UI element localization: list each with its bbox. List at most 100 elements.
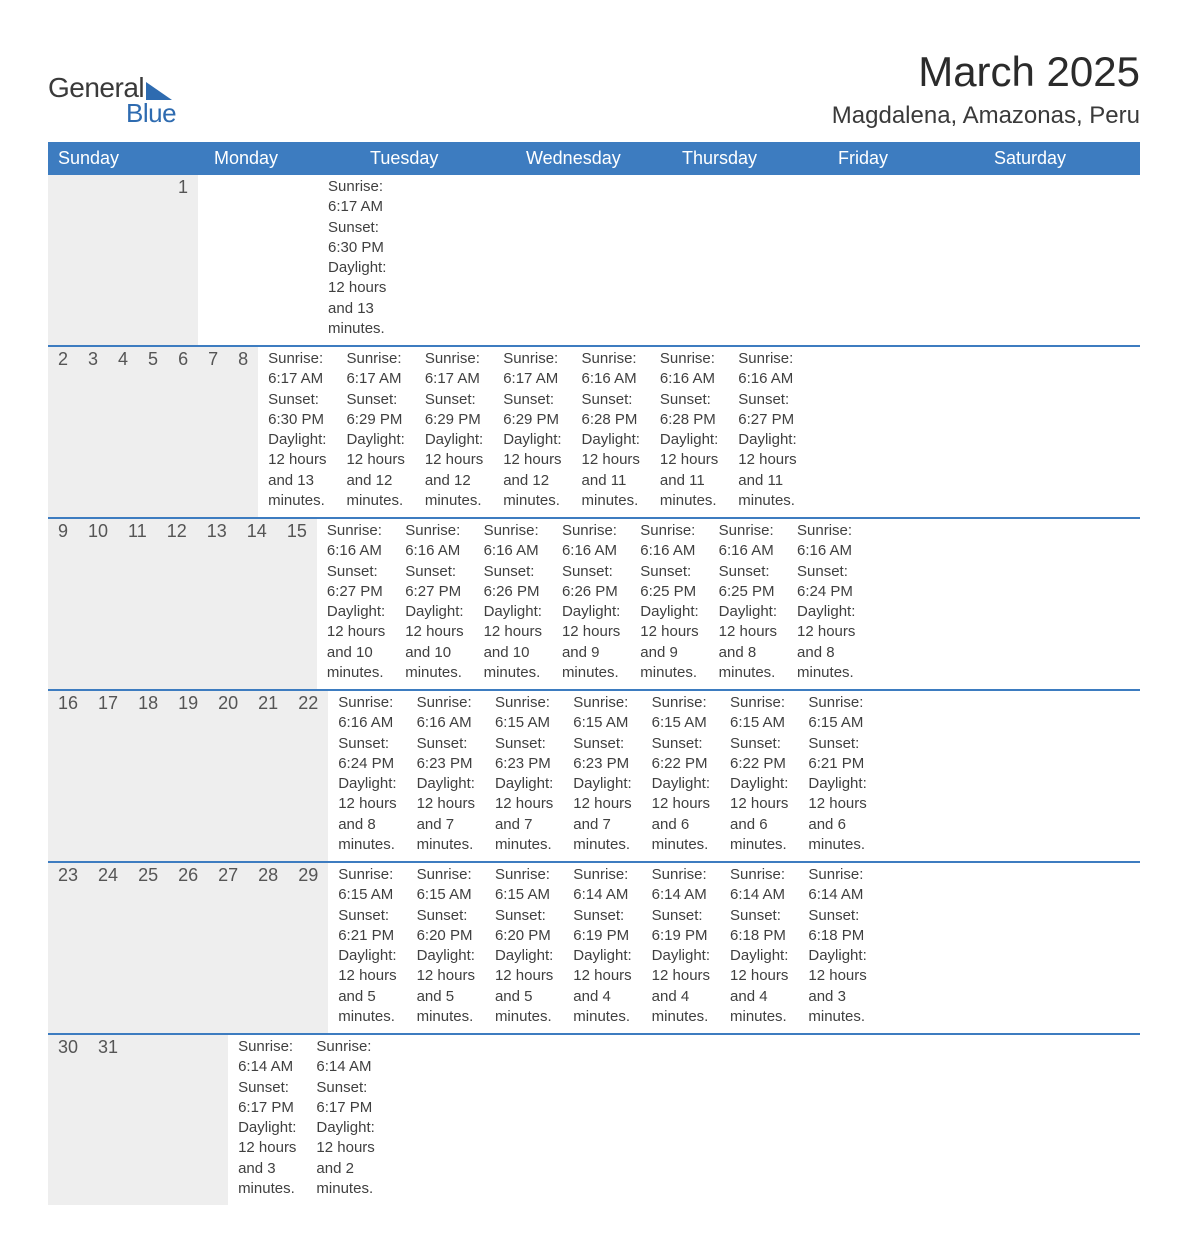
- day-details: Sunrise: 6:15 AMSunset: 6:22 PMDaylight:…: [720, 691, 798, 861]
- month-title: March 2025: [832, 48, 1140, 96]
- daynum-strip: 9101112131415: [48, 519, 317, 689]
- day-daylight2: and 7 minutes.: [417, 815, 475, 856]
- day-sunrise: Sunrise: 6:16 AM: [562, 521, 620, 562]
- week-row: 3031Sunrise: 6:14 AMSunset: 6:17 PMDayli…: [48, 1035, 1140, 1205]
- weekday-header: Monday: [204, 142, 360, 175]
- day-number: 27: [208, 863, 248, 1033]
- details-strip: Sunrise: 6:16 AMSunset: 6:27 PMDaylight:…: [317, 519, 866, 689]
- daynum-strip: 1: [48, 175, 198, 345]
- day-daylight2: and 4 minutes.: [573, 987, 631, 1028]
- day-details: Sunrise: 6:15 AMSunset: 6:21 PMDaylight:…: [798, 691, 876, 861]
- day-details: Sunrise: 6:17 AMSunset: 6:30 PMDaylight:…: [258, 347, 336, 517]
- week-row: 1Sunrise: 6:17 AMSunset: 6:30 PMDaylight…: [48, 175, 1140, 347]
- day-number: 4: [108, 347, 138, 517]
- day-daylight1: Daylight: 12 hours: [503, 430, 561, 471]
- day-number: [148, 175, 168, 345]
- day-daylight2: and 10 minutes.: [327, 643, 385, 684]
- day-daylight1: Daylight: 12 hours: [346, 430, 404, 471]
- day-sunrise: Sunrise: 6:16 AM: [484, 521, 542, 562]
- day-daylight1: Daylight: 12 hours: [417, 946, 475, 987]
- day-daylight1: Daylight: 12 hours: [495, 774, 553, 815]
- day-sunset: Sunset: 6:21 PM: [338, 906, 396, 947]
- day-details: Sunrise: 6:16 AMSunset: 6:27 PMDaylight:…: [728, 347, 806, 517]
- day-daylight2: and 13 minutes.: [328, 299, 386, 340]
- day-sunrise: Sunrise: 6:17 AM: [268, 349, 326, 390]
- day-number: [148, 1035, 168, 1205]
- day-details: [278, 175, 298, 345]
- day-number: 29: [288, 863, 328, 1033]
- day-sunrise: Sunrise: 6:14 AM: [573, 865, 631, 906]
- weekday-header: Wednesday: [516, 142, 672, 175]
- day-number: 14: [237, 519, 277, 689]
- weekday-header: Saturday: [984, 142, 1140, 175]
- day-daylight2: and 12 minutes.: [346, 471, 404, 512]
- day-sunset: Sunset: 6:30 PM: [268, 390, 326, 431]
- day-sunset: Sunset: 6:30 PM: [328, 218, 386, 259]
- day-number: 31: [88, 1035, 128, 1205]
- day-daylight1: Daylight: 12 hours: [652, 774, 710, 815]
- brand-name-part2: Blue: [126, 98, 176, 129]
- title-block: March 2025 Magdalena, Amazonas, Peru: [832, 48, 1140, 130]
- day-daylight2: and 8 minutes.: [338, 815, 396, 856]
- week-row: 16171819202122Sunrise: 6:16 AMSunset: 6:…: [48, 691, 1140, 863]
- day-sunset: Sunset: 6:17 PM: [238, 1078, 296, 1119]
- daynum-strip: 16171819202122: [48, 691, 328, 861]
- weekday-header: Thursday: [672, 142, 828, 175]
- day-sunrise: Sunrise: 6:15 AM: [338, 865, 396, 906]
- details-strip: Sunrise: 6:17 AMSunset: 6:30 PMDaylight:…: [198, 175, 396, 345]
- day-details: [465, 1035, 485, 1205]
- day-details: Sunrise: 6:15 AMSunset: 6:23 PMDaylight:…: [485, 691, 563, 861]
- day-sunset: Sunset: 6:29 PM: [425, 390, 483, 431]
- brand-logo: General Blue: [48, 48, 176, 129]
- week-row: 9101112131415Sunrise: 6:16 AMSunset: 6:2…: [48, 519, 1140, 691]
- day-daylight1: Daylight: 12 hours: [238, 1118, 296, 1159]
- day-details: Sunrise: 6:16 AMSunset: 6:27 PMDaylight:…: [395, 519, 473, 689]
- day-daylight1: Daylight: 12 hours: [417, 774, 475, 815]
- day-details: Sunrise: 6:16 AMSunset: 6:28 PMDaylight:…: [572, 347, 650, 517]
- day-sunrise: Sunrise: 6:16 AM: [338, 693, 396, 734]
- daynum-strip: 2345678: [48, 347, 258, 517]
- day-details: [258, 175, 278, 345]
- day-daylight2: and 9 minutes.: [640, 643, 698, 684]
- week-row: 23242526272829Sunrise: 6:15 AMSunset: 6:…: [48, 863, 1140, 1035]
- day-sunset: Sunset: 6:25 PM: [719, 562, 777, 603]
- day-sunset: Sunset: 6:26 PM: [484, 562, 542, 603]
- day-sunrise: Sunrise: 6:16 AM: [405, 521, 463, 562]
- header: General Blue March 2025 Magdalena, Amazo…: [48, 48, 1140, 130]
- day-sunset: Sunset: 6:28 PM: [582, 390, 640, 431]
- day-daylight2: and 3 minutes.: [808, 987, 866, 1028]
- day-number: [88, 175, 108, 345]
- day-daylight1: Daylight: 12 hours: [808, 946, 866, 987]
- day-sunset: Sunset: 6:29 PM: [503, 390, 561, 431]
- week-row: 2345678Sunrise: 6:17 AMSunset: 6:30 PMDa…: [48, 347, 1140, 519]
- day-details: Sunrise: 6:15 AMSunset: 6:20 PMDaylight:…: [485, 863, 563, 1033]
- day-sunset: Sunset: 6:23 PM: [417, 734, 475, 775]
- day-sunrise: Sunrise: 6:17 AM: [425, 349, 483, 390]
- day-number: 13: [197, 519, 237, 689]
- day-daylight2: and 6 minutes.: [808, 815, 866, 856]
- day-details: [218, 175, 238, 345]
- calendar-table: Sunday Monday Tuesday Wednesday Thursday…: [48, 142, 1140, 1205]
- day-number: 30: [48, 1035, 88, 1205]
- day-sunset: Sunset: 6:26 PM: [562, 562, 620, 603]
- day-sunrise: Sunrise: 6:14 AM: [808, 865, 866, 906]
- day-details: Sunrise: 6:16 AMSunset: 6:23 PMDaylight:…: [407, 691, 485, 861]
- day-sunset: Sunset: 6:19 PM: [573, 906, 631, 947]
- day-sunrise: Sunrise: 6:15 AM: [495, 693, 553, 734]
- day-sunrise: Sunrise: 6:15 AM: [495, 865, 553, 906]
- day-sunset: Sunset: 6:25 PM: [640, 562, 698, 603]
- weekday-header: Friday: [828, 142, 984, 175]
- details-strip: Sunrise: 6:17 AMSunset: 6:30 PMDaylight:…: [258, 347, 807, 517]
- day-number: 26: [168, 863, 208, 1033]
- day-number: 18: [128, 691, 168, 861]
- day-daylight1: Daylight: 12 hours: [730, 946, 788, 987]
- day-sunset: Sunset: 6:23 PM: [573, 734, 631, 775]
- day-daylight1: Daylight: 12 hours: [405, 602, 463, 643]
- day-sunrise: Sunrise: 6:14 AM: [730, 865, 788, 906]
- day-sunset: Sunset: 6:17 PM: [316, 1078, 374, 1119]
- day-number: 21: [248, 691, 288, 861]
- day-daylight2: and 4 minutes.: [652, 987, 710, 1028]
- day-daylight2: and 8 minutes.: [797, 643, 855, 684]
- day-daylight1: Daylight: 12 hours: [495, 946, 553, 987]
- day-daylight2: and 7 minutes.: [495, 815, 553, 856]
